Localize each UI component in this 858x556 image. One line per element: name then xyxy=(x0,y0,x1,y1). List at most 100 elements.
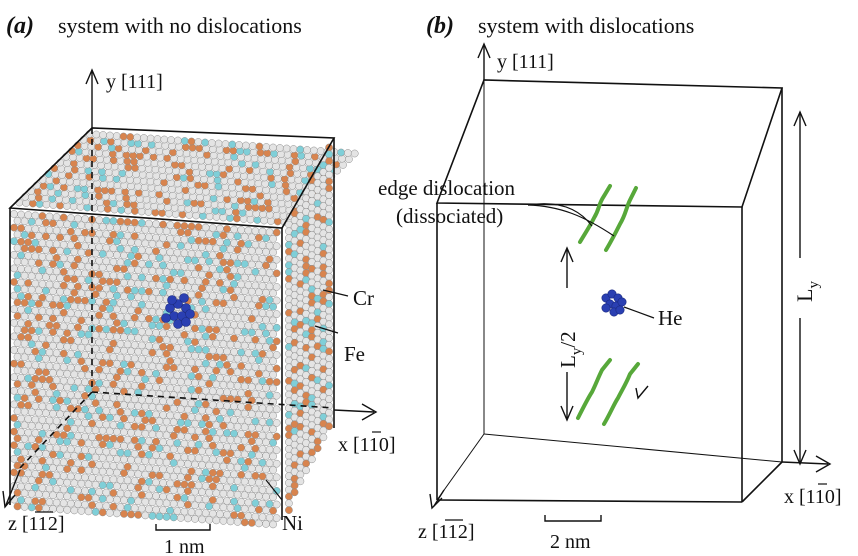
atom xyxy=(56,451,64,459)
atom xyxy=(180,235,189,244)
atom xyxy=(13,407,22,416)
atom xyxy=(233,259,242,268)
atom xyxy=(141,348,150,357)
atom xyxy=(59,472,68,480)
atom xyxy=(77,166,86,175)
atom xyxy=(180,398,189,407)
he-atom xyxy=(617,297,627,307)
atom xyxy=(184,419,192,428)
partial-dislocation-2 xyxy=(604,186,638,252)
atom xyxy=(145,260,153,269)
atom xyxy=(325,422,333,431)
atom xyxy=(49,423,57,432)
atom xyxy=(105,468,114,476)
atom xyxy=(42,300,50,309)
atom xyxy=(20,299,29,307)
atom xyxy=(24,319,33,328)
atom xyxy=(233,518,242,526)
atom xyxy=(91,480,100,489)
atom xyxy=(226,272,235,281)
atom xyxy=(31,456,40,465)
atom xyxy=(42,463,50,472)
atom xyxy=(186,174,195,183)
atom xyxy=(155,430,164,439)
atom xyxy=(244,498,253,507)
atom xyxy=(137,504,146,513)
atom xyxy=(77,343,86,352)
atom xyxy=(137,382,146,391)
atom xyxy=(201,237,210,245)
atom xyxy=(258,458,267,467)
atom xyxy=(198,229,206,238)
atom xyxy=(38,307,47,316)
atom xyxy=(208,278,217,287)
atom xyxy=(216,279,224,287)
atom xyxy=(13,257,22,266)
atom xyxy=(269,289,277,298)
atom xyxy=(169,472,178,481)
atom xyxy=(205,488,214,497)
atom xyxy=(258,513,267,521)
atom xyxy=(17,251,25,260)
atom xyxy=(251,240,260,249)
atom xyxy=(91,276,100,285)
atom xyxy=(52,321,61,330)
atom xyxy=(262,370,270,379)
atom xyxy=(201,138,209,147)
atom xyxy=(116,231,125,239)
atom xyxy=(27,367,36,376)
atom xyxy=(98,358,107,367)
atom xyxy=(141,280,150,289)
atom xyxy=(20,326,29,334)
atom xyxy=(45,212,54,221)
atom xyxy=(45,239,54,248)
atom xyxy=(325,361,333,369)
atom xyxy=(95,420,104,428)
atom xyxy=(127,496,135,505)
atom xyxy=(269,384,277,393)
atom xyxy=(191,283,199,292)
atom xyxy=(134,456,143,465)
atom xyxy=(152,396,160,405)
atom xyxy=(56,396,64,405)
atom xyxy=(162,363,171,372)
atom xyxy=(230,348,238,356)
atom xyxy=(162,281,171,290)
atom xyxy=(201,482,210,490)
atom xyxy=(208,264,217,273)
atom xyxy=(262,234,270,243)
atom xyxy=(176,446,185,454)
atom xyxy=(13,502,22,511)
atom xyxy=(20,353,29,362)
atom xyxy=(13,216,22,225)
atom xyxy=(127,483,135,492)
atom xyxy=(49,273,57,282)
atom xyxy=(159,438,167,446)
atom xyxy=(81,405,89,414)
atom xyxy=(31,266,40,274)
atom xyxy=(77,248,86,257)
atom xyxy=(98,318,107,326)
atom xyxy=(127,306,135,315)
atom xyxy=(201,291,210,300)
atom xyxy=(133,133,141,142)
atom xyxy=(105,318,114,327)
atom xyxy=(325,293,333,301)
atom xyxy=(219,245,228,253)
atom xyxy=(233,246,242,254)
atom xyxy=(31,225,40,233)
atom xyxy=(237,266,246,275)
atom xyxy=(310,146,318,155)
atom xyxy=(66,254,75,263)
atom xyxy=(169,282,178,291)
atom xyxy=(148,240,157,248)
atom xyxy=(38,293,47,302)
atom xyxy=(251,322,260,331)
atom xyxy=(134,279,143,288)
atom xyxy=(219,340,228,348)
atom xyxy=(216,401,224,410)
atom xyxy=(24,387,33,396)
atom xyxy=(105,305,114,313)
atom xyxy=(219,326,228,335)
atom xyxy=(77,466,86,474)
